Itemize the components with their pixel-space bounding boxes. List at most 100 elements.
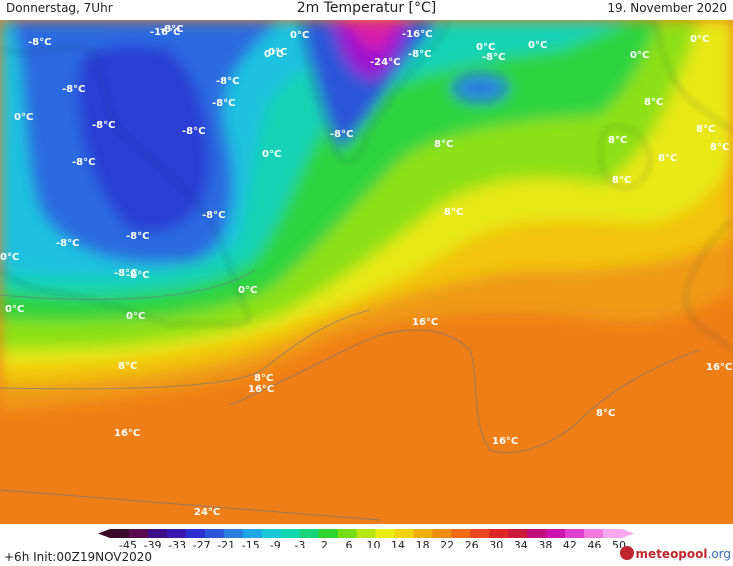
- colorbar-swatch: [110, 529, 130, 538]
- temp-label: -8°C: [92, 120, 115, 131]
- colorbar-tick-label: 34: [514, 539, 528, 548]
- colorbar-swatch: [280, 529, 301, 538]
- colorbar-tick-label: -27: [193, 539, 211, 548]
- colorbar-swatch: [489, 529, 509, 538]
- temp-label: 16°C: [114, 428, 140, 439]
- temp-label: 0°C: [0, 252, 19, 263]
- temp-label: 0°C: [290, 30, 309, 41]
- colorbar-max-arrow: [622, 529, 634, 538]
- greenland-peak: [345, 20, 398, 51]
- temp-label: 24°C: [194, 507, 220, 518]
- colorbar-swatch: [432, 529, 452, 538]
- logo-icon: [619, 546, 634, 560]
- temp-label: 8°C: [710, 142, 729, 153]
- temp-label: 16°C: [492, 436, 518, 447]
- temp-label: 8°C: [696, 124, 715, 135]
- footer: -45 -39 -33 -27 -21 -15 -9 -3 2 6 10 14 18 22 26 30 34 38…: [0, 524, 733, 566]
- coastline-iceland: [454, 73, 506, 103]
- coastline-canada: [0, 46, 251, 326]
- temp-label: 0°C: [476, 42, 495, 53]
- colorbar-tick-label: 42: [563, 539, 577, 548]
- colorbar-tick-label: -15: [242, 539, 260, 548]
- colorbar-ticks: -45 -39 -33 -27 -21 -15 -9 -3 2 6 10 14 18 22 26 30 34 38…: [119, 539, 626, 548]
- colorbar-swatch: [261, 529, 282, 538]
- colorbar-tick-label: 46: [587, 539, 601, 548]
- colorbar-swatch: [394, 529, 414, 538]
- colorbar-tick-label: -39: [144, 539, 162, 548]
- colorbar-tick-label: 6: [345, 539, 352, 548]
- colorbar-swatch: [299, 529, 320, 538]
- temp-label: 0°C: [690, 34, 709, 45]
- temp-label: -8°C: [114, 268, 137, 279]
- temp-label: -8°C: [202, 210, 225, 221]
- temp-label: 8°C: [118, 361, 137, 372]
- isotherm-0: [0, 269, 256, 300]
- colorbar-swatch: [242, 529, 263, 538]
- colorbar-tick-label: -3: [294, 539, 305, 548]
- temp-label: -8°C: [216, 76, 239, 87]
- colorbar-swatch: [147, 529, 168, 538]
- temp-label: 8°C: [608, 135, 627, 146]
- temp-label: -8°C: [330, 129, 353, 140]
- isotherm-8: [0, 309, 371, 390]
- colorbar-swatch: [413, 529, 433, 538]
- colorbar-swatch: [584, 529, 604, 538]
- brand-logo[interactable]: meteopool.org: [619, 546, 732, 561]
- temp-label: 16°C: [248, 384, 274, 395]
- very-cold-zone: [77, 44, 210, 233]
- temperature-map: -8°C -16°C -8°C -8°C 0°C -8°C -8°C -8°C …: [0, 20, 733, 524]
- temp-label: 0°C: [5, 304, 24, 315]
- colorbar-swatch: [223, 529, 244, 538]
- colorbar-tick-label: 10: [367, 539, 381, 548]
- coastline-europe: [685, 219, 733, 351]
- coastline-norway: [654, 20, 733, 131]
- temperature-labels: -8°C -16°C -8°C -8°C 0°C -8°C -8°C -8°C …: [0, 24, 732, 518]
- temp-label: -24°C: [370, 57, 400, 68]
- temp-label: -8°C: [28, 37, 51, 48]
- colorbar-swatch: [375, 529, 395, 538]
- temp-label: 0°C: [630, 50, 649, 61]
- temp-label: 0°C: [262, 149, 281, 160]
- colorbar-swatch: [166, 529, 187, 538]
- colorbar-tick-label: 22: [440, 539, 454, 548]
- temp-label: -8°C: [182, 126, 205, 137]
- colorbar-tick-label: 30: [489, 539, 503, 548]
- brand-domain: .org: [707, 547, 732, 561]
- temp-label: -8°C: [408, 49, 431, 60]
- temp-label: 0°C: [264, 49, 283, 60]
- temp-label: -8°C: [126, 231, 149, 242]
- temp-label: -8°C: [72, 157, 95, 168]
- colorbar-swatch: [318, 529, 339, 538]
- colorbar-swatch: [527, 529, 547, 538]
- temp-label: 16°C: [706, 362, 732, 373]
- colorbar-tick-label: 26: [465, 539, 479, 548]
- temp-label: -8°C: [56, 238, 79, 249]
- colorbar-swatches: [98, 529, 634, 538]
- colorbar-swatch: [356, 529, 376, 538]
- temp-label: 16°C: [412, 317, 438, 328]
- temp-label: 8°C: [596, 408, 615, 419]
- colorbar: -45 -39 -33 -27 -21 -15 -9 -3 2 6 10 14 18 22 26 30 34 38…: [98, 529, 634, 548]
- brand-name: meteopool: [635, 547, 708, 561]
- colorbar-tick-label: -21: [217, 539, 235, 548]
- colorbar-swatch: [337, 529, 358, 538]
- colorbar-tick-label: 50: [612, 539, 626, 548]
- temp-label: -8°C: [62, 84, 85, 95]
- header: Donnerstag, 7Uhr 2m Temperatur [°C] 19. …: [0, 0, 733, 20]
- temp-label: 0°C: [268, 47, 287, 58]
- colorbar-tick-label: -33: [168, 539, 186, 548]
- colorbar-tick-label: 18: [416, 539, 430, 548]
- run-info: +6h Init:00Z19NOV2020: [4, 550, 153, 564]
- temp-label: 8°C: [434, 139, 453, 150]
- colorbar-swatch: [204, 529, 225, 538]
- temp-label: 8°C: [658, 153, 677, 164]
- temp-label: -8°C: [482, 52, 505, 63]
- coastline-greenland: [299, 20, 449, 163]
- temp-label: 0°C: [126, 311, 145, 322]
- temp-label: 0°C: [528, 40, 547, 51]
- colorbar-swatch: [546, 529, 566, 538]
- colorbar-swatch: [451, 529, 471, 538]
- colorbar-swatch: [128, 529, 149, 538]
- valid-date-label: 19. November 2020: [607, 1, 727, 15]
- colorbar-min-arrow: [98, 529, 110, 538]
